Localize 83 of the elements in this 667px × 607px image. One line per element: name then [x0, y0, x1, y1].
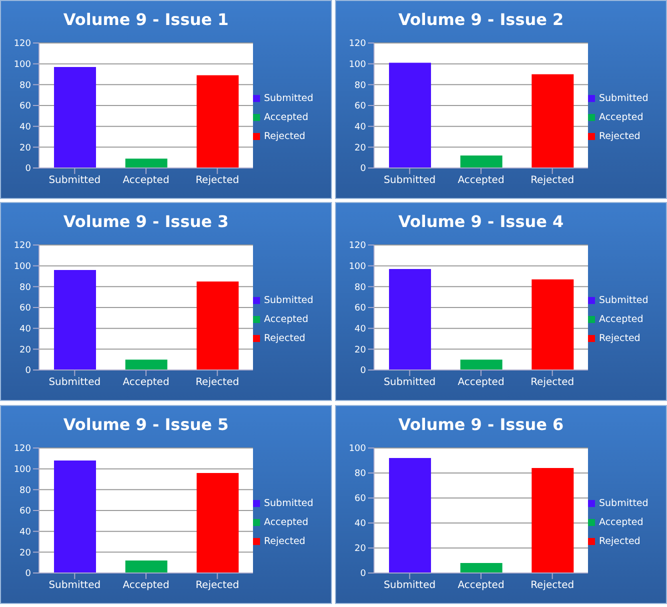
y-tick-label: 60	[20, 102, 32, 112]
legend-label: Submitted	[264, 295, 314, 306]
legend-label: Rejected	[264, 333, 306, 344]
y-tick-label: 120	[348, 241, 366, 252]
y-tick-label: 80	[20, 486, 32, 496]
x-tick-label: Submitted	[48, 377, 101, 388]
chart-title: Volume 9 - Issue 4	[397, 212, 565, 231]
y-tick-label: 20	[354, 143, 366, 154]
y-tick-label: 40	[354, 324, 366, 335]
x-tick-label: Accepted	[458, 580, 504, 592]
legend-label: Accepted	[264, 314, 308, 325]
y-tick-label: 80	[354, 469, 366, 480]
y-tick-label: 80	[20, 80, 32, 91]
x-tick-label: Rejected	[530, 580, 574, 592]
legend-label: Rejected	[264, 536, 306, 547]
y-tick-label: 0	[360, 569, 366, 580]
x-tick-label: Submitted	[384, 377, 436, 388]
x-tick-label: Rejected	[530, 175, 574, 186]
y-tick-label: 100	[14, 60, 32, 70]
x-tick-label: Submitted	[384, 175, 436, 186]
y-tick-label: 40	[354, 122, 366, 133]
legend-label: Submitted	[599, 93, 648, 104]
y-tick-label: 60	[20, 506, 32, 517]
y-tick-label: 40	[20, 528, 32, 538]
y-tick-label: 120	[14, 39, 32, 50]
y-tick-label: 80	[354, 282, 366, 293]
chart-title: Volume 9 - Issue 1	[62, 10, 230, 29]
y-tick-label: 60	[354, 304, 366, 314]
y-tick-label: 100	[348, 262, 366, 272]
legend-label: Submitted	[264, 498, 314, 509]
x-tick-label: Accepted	[458, 377, 504, 388]
legend-label: Accepted	[599, 517, 644, 528]
y-tick-label: 100	[14, 262, 32, 272]
x-tick-label: Rejected	[196, 175, 240, 186]
x-tick-label: Accepted	[122, 377, 170, 388]
legend-label: Submitted	[264, 93, 314, 104]
y-tick-label: 40	[20, 324, 32, 335]
y-tick-label: 0	[360, 164, 366, 174]
legend-label: Accepted	[599, 112, 644, 123]
x-tick-label: Submitted	[384, 580, 436, 592]
y-tick-label: 20	[20, 345, 32, 356]
y-tick-label: 20	[20, 548, 32, 558]
y-tick-label: 0	[25, 366, 32, 376]
y-tick-label: 60	[354, 102, 366, 112]
y-tick-label: 20	[354, 345, 366, 356]
y-tick-label: 0	[360, 366, 366, 376]
y-tick-label: 80	[354, 80, 366, 91]
y-tick-label: 80	[20, 282, 32, 293]
legend-label: Accepted	[264, 112, 308, 123]
x-tick-label: Accepted	[122, 580, 170, 592]
legend-label: Rejected	[599, 333, 640, 344]
y-tick-label: 40	[354, 519, 366, 530]
x-tick-label: Submitted	[48, 580, 101, 592]
y-tick-label: 0	[25, 164, 32, 174]
x-tick-label: Rejected	[196, 580, 240, 592]
y-tick-label: 20	[20, 143, 32, 154]
legend-label: Accepted	[599, 314, 644, 325]
legend-label: Rejected	[264, 131, 306, 142]
chart-title: Volume 9 - Issue 5	[62, 415, 230, 434]
legend-label: Submitted	[599, 295, 648, 306]
y-tick-label: 120	[14, 241, 32, 252]
x-tick-label: Submitted	[48, 175, 101, 186]
x-tick-label: Accepted	[458, 175, 504, 186]
y-tick-label: 100	[348, 60, 366, 70]
chart-title: Volume 9 - Issue 6	[397, 415, 565, 434]
chart-title: Volume 9 - Issue 2	[397, 10, 565, 29]
y-tick-label: 60	[20, 304, 32, 314]
y-tick-label: 60	[354, 494, 366, 504]
y-tick-label: 120	[348, 39, 366, 50]
legend-label: Accepted	[264, 517, 308, 528]
legend-label: Rejected	[599, 536, 640, 547]
y-tick-label: 20	[354, 544, 366, 554]
y-tick-label: 40	[20, 122, 32, 133]
legend-label: Rejected	[599, 131, 640, 142]
y-tick-label: 120	[14, 444, 32, 454]
chart-title: Volume 9 - Issue 3	[62, 212, 230, 231]
x-tick-label: Accepted	[122, 175, 170, 186]
legend-label: Submitted	[599, 498, 648, 509]
y-tick-label: 100	[348, 444, 366, 454]
x-tick-label: Rejected	[530, 377, 574, 388]
y-tick-label: 0	[25, 569, 32, 580]
y-tick-label: 100	[14, 465, 32, 476]
x-tick-label: Rejected	[196, 377, 240, 388]
